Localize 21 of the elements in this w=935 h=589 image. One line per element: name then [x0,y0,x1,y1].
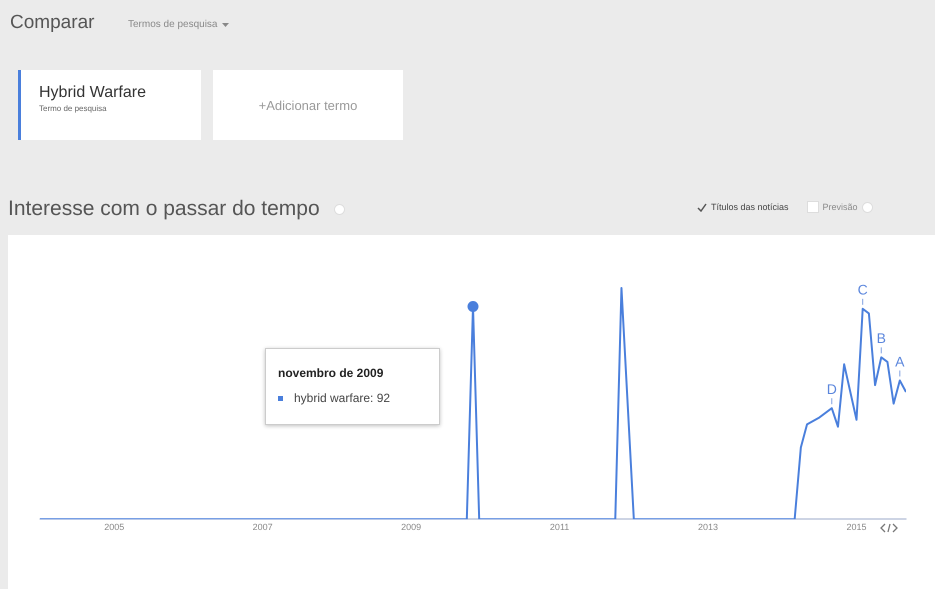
text: Hybrid Warfare [39,84,147,102]
tooltip-box: novembro de 2009 hybrid warfare: 92 [265,348,440,425]
text: Títulos das notícias [711,202,789,212]
annotation: D [826,381,837,398]
text: Termos de pesquisa [128,19,218,30]
x-tick-label: 2009 [401,522,422,532]
x-tick-label: 2015 [846,522,867,532]
annotation: hybrid warfare: 92 [294,391,390,405]
text: Termo de pesquisa [39,104,108,113]
annotation: C [858,282,868,298]
annotation: A [895,353,906,370]
chart-title: Interesse com o passar do tempo [8,197,320,221]
x-tick-label: 2011 [550,522,570,532]
x-tick-label: 2013 [698,522,718,532]
x-tick-label: 2007 [252,522,273,532]
text: Previsão [822,202,858,212]
annotation: novembro de 2009 [278,366,384,380]
text: Comparar [10,12,94,34]
x-tick-label: 2005 [104,522,124,532]
annotation: B [876,330,886,346]
text: +Adicionar termo [213,70,403,140]
